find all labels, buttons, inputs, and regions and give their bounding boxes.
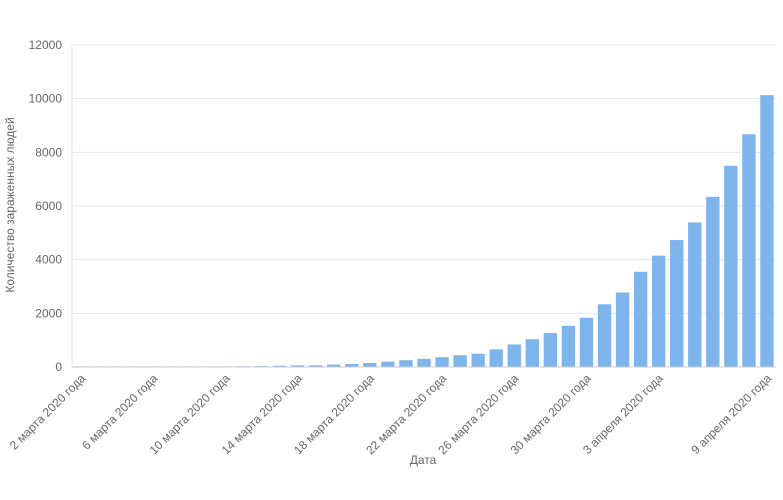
bar-12: [290, 365, 305, 367]
y-tick-label-4: 8000: [35, 145, 62, 159]
bar-34: [688, 222, 702, 367]
bar-18: [399, 360, 413, 367]
x-tick-label-1: 6 марта 2020 года: [79, 371, 161, 453]
bar-32: [651, 255, 666, 367]
bars: [74, 95, 774, 368]
bar-16: [363, 363, 377, 367]
bar-26: [543, 333, 558, 367]
bar-29: [597, 304, 612, 367]
bar-37: [742, 134, 756, 367]
x-tick-label-9: 9 апреля 2020 года: [688, 371, 774, 457]
x-tick-label-3: 14 марта 2020 года: [219, 371, 305, 457]
x-tick-label-7: 30 марта 2020 года: [508, 371, 594, 457]
bar-36: [724, 165, 738, 367]
bar-11: [272, 365, 287, 367]
bar-22: [471, 353, 485, 367]
y-tick-label-3: 6000: [35, 199, 62, 213]
y-axis-ticks: 0 2000 4000 6000 8000 10000 12000: [29, 38, 63, 374]
y-axis-title: Количество зараженных людей: [3, 117, 17, 292]
bar-31: [633, 271, 648, 367]
bar-30: [615, 292, 630, 367]
bar-28: [579, 317, 594, 367]
bar-25: [525, 339, 539, 367]
x-tick-label-0: 2 марта 2020 года: [7, 371, 89, 453]
x-tick-label-8: 3 апреля 2020 года: [580, 371, 666, 457]
bar-17: [381, 361, 395, 367]
bar-27: [561, 325, 576, 367]
bar-20: [435, 357, 449, 367]
x-tick-label-5: 22 марта 2020 года: [363, 371, 449, 457]
bar-33: [670, 240, 684, 367]
bar-38: [760, 95, 774, 368]
bar-24: [507, 344, 521, 367]
y-tick-label-6: 12000: [29, 38, 63, 52]
x-axis-title: Дата: [410, 453, 437, 467]
bar-23: [489, 349, 503, 367]
x-tick-label-2: 10 марта 2020 года: [147, 371, 233, 457]
bar-19: [417, 358, 431, 367]
bar-13: [309, 365, 323, 367]
y-tick-label-5: 10000: [29, 92, 63, 106]
bar-15: [345, 363, 359, 367]
bar-21: [453, 355, 467, 367]
y-tick-label-0: 0: [55, 360, 62, 374]
y-tick-label-2: 4000: [35, 253, 62, 267]
x-tick-label-4: 18 марта 2020 года: [291, 371, 377, 457]
y-tick-label-1: 2000: [35, 306, 62, 320]
x-tick-label-6: 26 марта 2020 года: [435, 371, 521, 457]
bar-35: [706, 196, 720, 367]
bar-14: [327, 364, 341, 367]
